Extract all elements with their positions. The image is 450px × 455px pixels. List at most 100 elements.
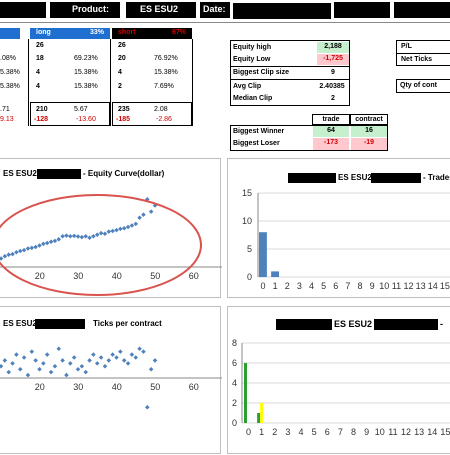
trades-title-suffix: - Trades	[423, 173, 450, 182]
clip-size-value: 9	[331, 69, 335, 76]
equity-low-label: Equity Low	[233, 56, 271, 63]
winner-contract: 16	[351, 126, 387, 137]
clips-title-redacted-1	[276, 319, 332, 330]
ticks-point	[37, 366, 42, 372]
trades-y-tick-label: 10	[242, 216, 252, 226]
equity-point	[121, 225, 127, 231]
equity-x-tick-label: 20	[35, 271, 45, 281]
equity-curve-chart-panel[interactable]: 20 30 40 50 60 ES ESU2 - Equity Curve(dollar…	[0, 158, 222, 298]
left-col-0: .08%	[0, 55, 16, 62]
ticks-x-tick-label: 50	[150, 382, 160, 392]
equity-point	[91, 233, 96, 239]
clips-x-tick-label: 5	[312, 427, 317, 437]
trades-x-tick-label: 1	[273, 281, 278, 291]
equity-point	[79, 234, 85, 240]
left-header-blue	[0, 28, 20, 39]
equity-table-hline-1	[231, 66, 349, 67]
equity-point	[68, 233, 73, 239]
short-r3-a: 2	[118, 83, 122, 90]
trades-chart-panel[interactable]: 0 5 10 15 0 1 2 3 4 5 6 7 8 9 10 11 12 13 14 15 ES ESU2 - T…	[227, 158, 450, 298]
ticks-point	[60, 358, 65, 363]
ticks-point	[118, 349, 123, 354]
equity-point	[56, 237, 62, 242]
equity-title-redacted	[37, 169, 81, 179]
equity-point	[129, 223, 135, 228]
ticks-point	[145, 405, 150, 410]
equity-curve-chart: 20 30 40 50 60	[0, 194, 222, 296]
equity-point	[41, 241, 46, 247]
trades-x-tick-label: 11	[392, 281, 401, 291]
clips-title-redacted-2	[374, 319, 438, 330]
equity-x-tick-label: 60	[189, 271, 199, 281]
equity-point	[29, 245, 35, 251]
stats-table-vline-short	[192, 39, 193, 126]
equity-point	[6, 252, 11, 257]
short-r2-b: 15.38%	[154, 69, 178, 76]
ticks-point	[114, 355, 119, 360]
loser-contract: -19	[351, 138, 387, 150]
equity-point	[48, 239, 54, 245]
clips-bar	[257, 413, 261, 423]
header-right-block-2	[394, 2, 450, 18]
ticks-chart-panel[interactable]: 20 30 40 50 60 ES ESU2 Ticks per contract	[0, 306, 222, 454]
equity-point	[141, 212, 146, 217]
long-r6-a: -128	[34, 116, 49, 123]
clips-bar	[260, 403, 264, 423]
winner-trade: 64	[313, 126, 349, 137]
clips-x-tick-label: 8	[351, 427, 356, 437]
ticks-point	[25, 372, 31, 378]
ticks-point	[106, 358, 112, 363]
trades-x-tick-label: 3	[297, 281, 302, 291]
clips-y-tick-label: 0	[232, 418, 237, 428]
median-clip-value: 2	[331, 95, 335, 102]
equity-high-label: Equity high	[233, 44, 272, 51]
ticks-point	[133, 355, 139, 360]
trades-title-prefix: ES ESU2	[338, 173, 372, 182]
stats-table-vline-left	[28, 39, 29, 126]
clips-x-tick-label: 11	[388, 427, 397, 437]
clips-title-suffix: -	[440, 319, 443, 329]
long-r2-b: 15.38%	[74, 69, 98, 76]
date-label: Date:	[200, 2, 230, 18]
trades-x-tick-label: 10	[379, 281, 389, 291]
ticks-point	[152, 358, 158, 363]
trades-x-tick-label: 7	[345, 281, 350, 291]
trades-bar	[259, 232, 267, 277]
trades-x-tick-label: 12	[404, 281, 414, 291]
ticks-point	[6, 369, 11, 375]
avg-clip-label: Avg Clip	[233, 83, 262, 90]
loser-trade: -173	[313, 138, 349, 150]
clips-bar	[244, 363, 247, 423]
short-r6-b: -2.86	[156, 116, 172, 123]
clips-x-tick-label: 13	[414, 427, 424, 437]
loser-label: Biggest Loser	[233, 140, 280, 147]
long-header: long 33%	[30, 28, 110, 39]
equity-point	[14, 249, 19, 255]
long-r2-a: 4	[36, 69, 40, 76]
clips-chart-panel[interactable]: 0 2 4 6 8 0 1 2 3 4 5 6 7 8 9 10 11 12 13 14 15 ES ESU2 -	[227, 306, 450, 454]
equity-point	[17, 248, 23, 254]
long-r5-b: 5.67	[74, 106, 88, 113]
winners-box	[230, 125, 388, 151]
trades-x-tick-label: 0	[261, 281, 266, 291]
pl-box-divider	[397, 53, 450, 54]
trades-x-tick-label: 5	[321, 281, 326, 291]
equity-point	[21, 247, 27, 253]
trades-x-tick-label: 14	[428, 281, 438, 291]
ticks-point	[68, 361, 73, 366]
equity-point	[87, 235, 92, 241]
long-r1-b: 69.23%	[74, 55, 98, 62]
ticks-point	[33, 358, 38, 363]
clips-x-tick-label: 15	[440, 427, 450, 437]
ticks-title-prefix: ES ESU2	[3, 319, 37, 328]
avg-clip-value: 2.40385	[319, 83, 345, 90]
equity-point	[83, 233, 88, 239]
product-label: Product:	[50, 2, 120, 18]
ticks-point	[98, 355, 104, 360]
left-col-2: 5.38%	[0, 83, 20, 90]
long-r0-a: 26	[36, 42, 44, 49]
highlight-ellipse	[0, 194, 202, 296]
equity-point	[37, 243, 42, 248]
ticks-point	[110, 352, 115, 357]
left-col-1: 5.38%	[0, 69, 20, 76]
